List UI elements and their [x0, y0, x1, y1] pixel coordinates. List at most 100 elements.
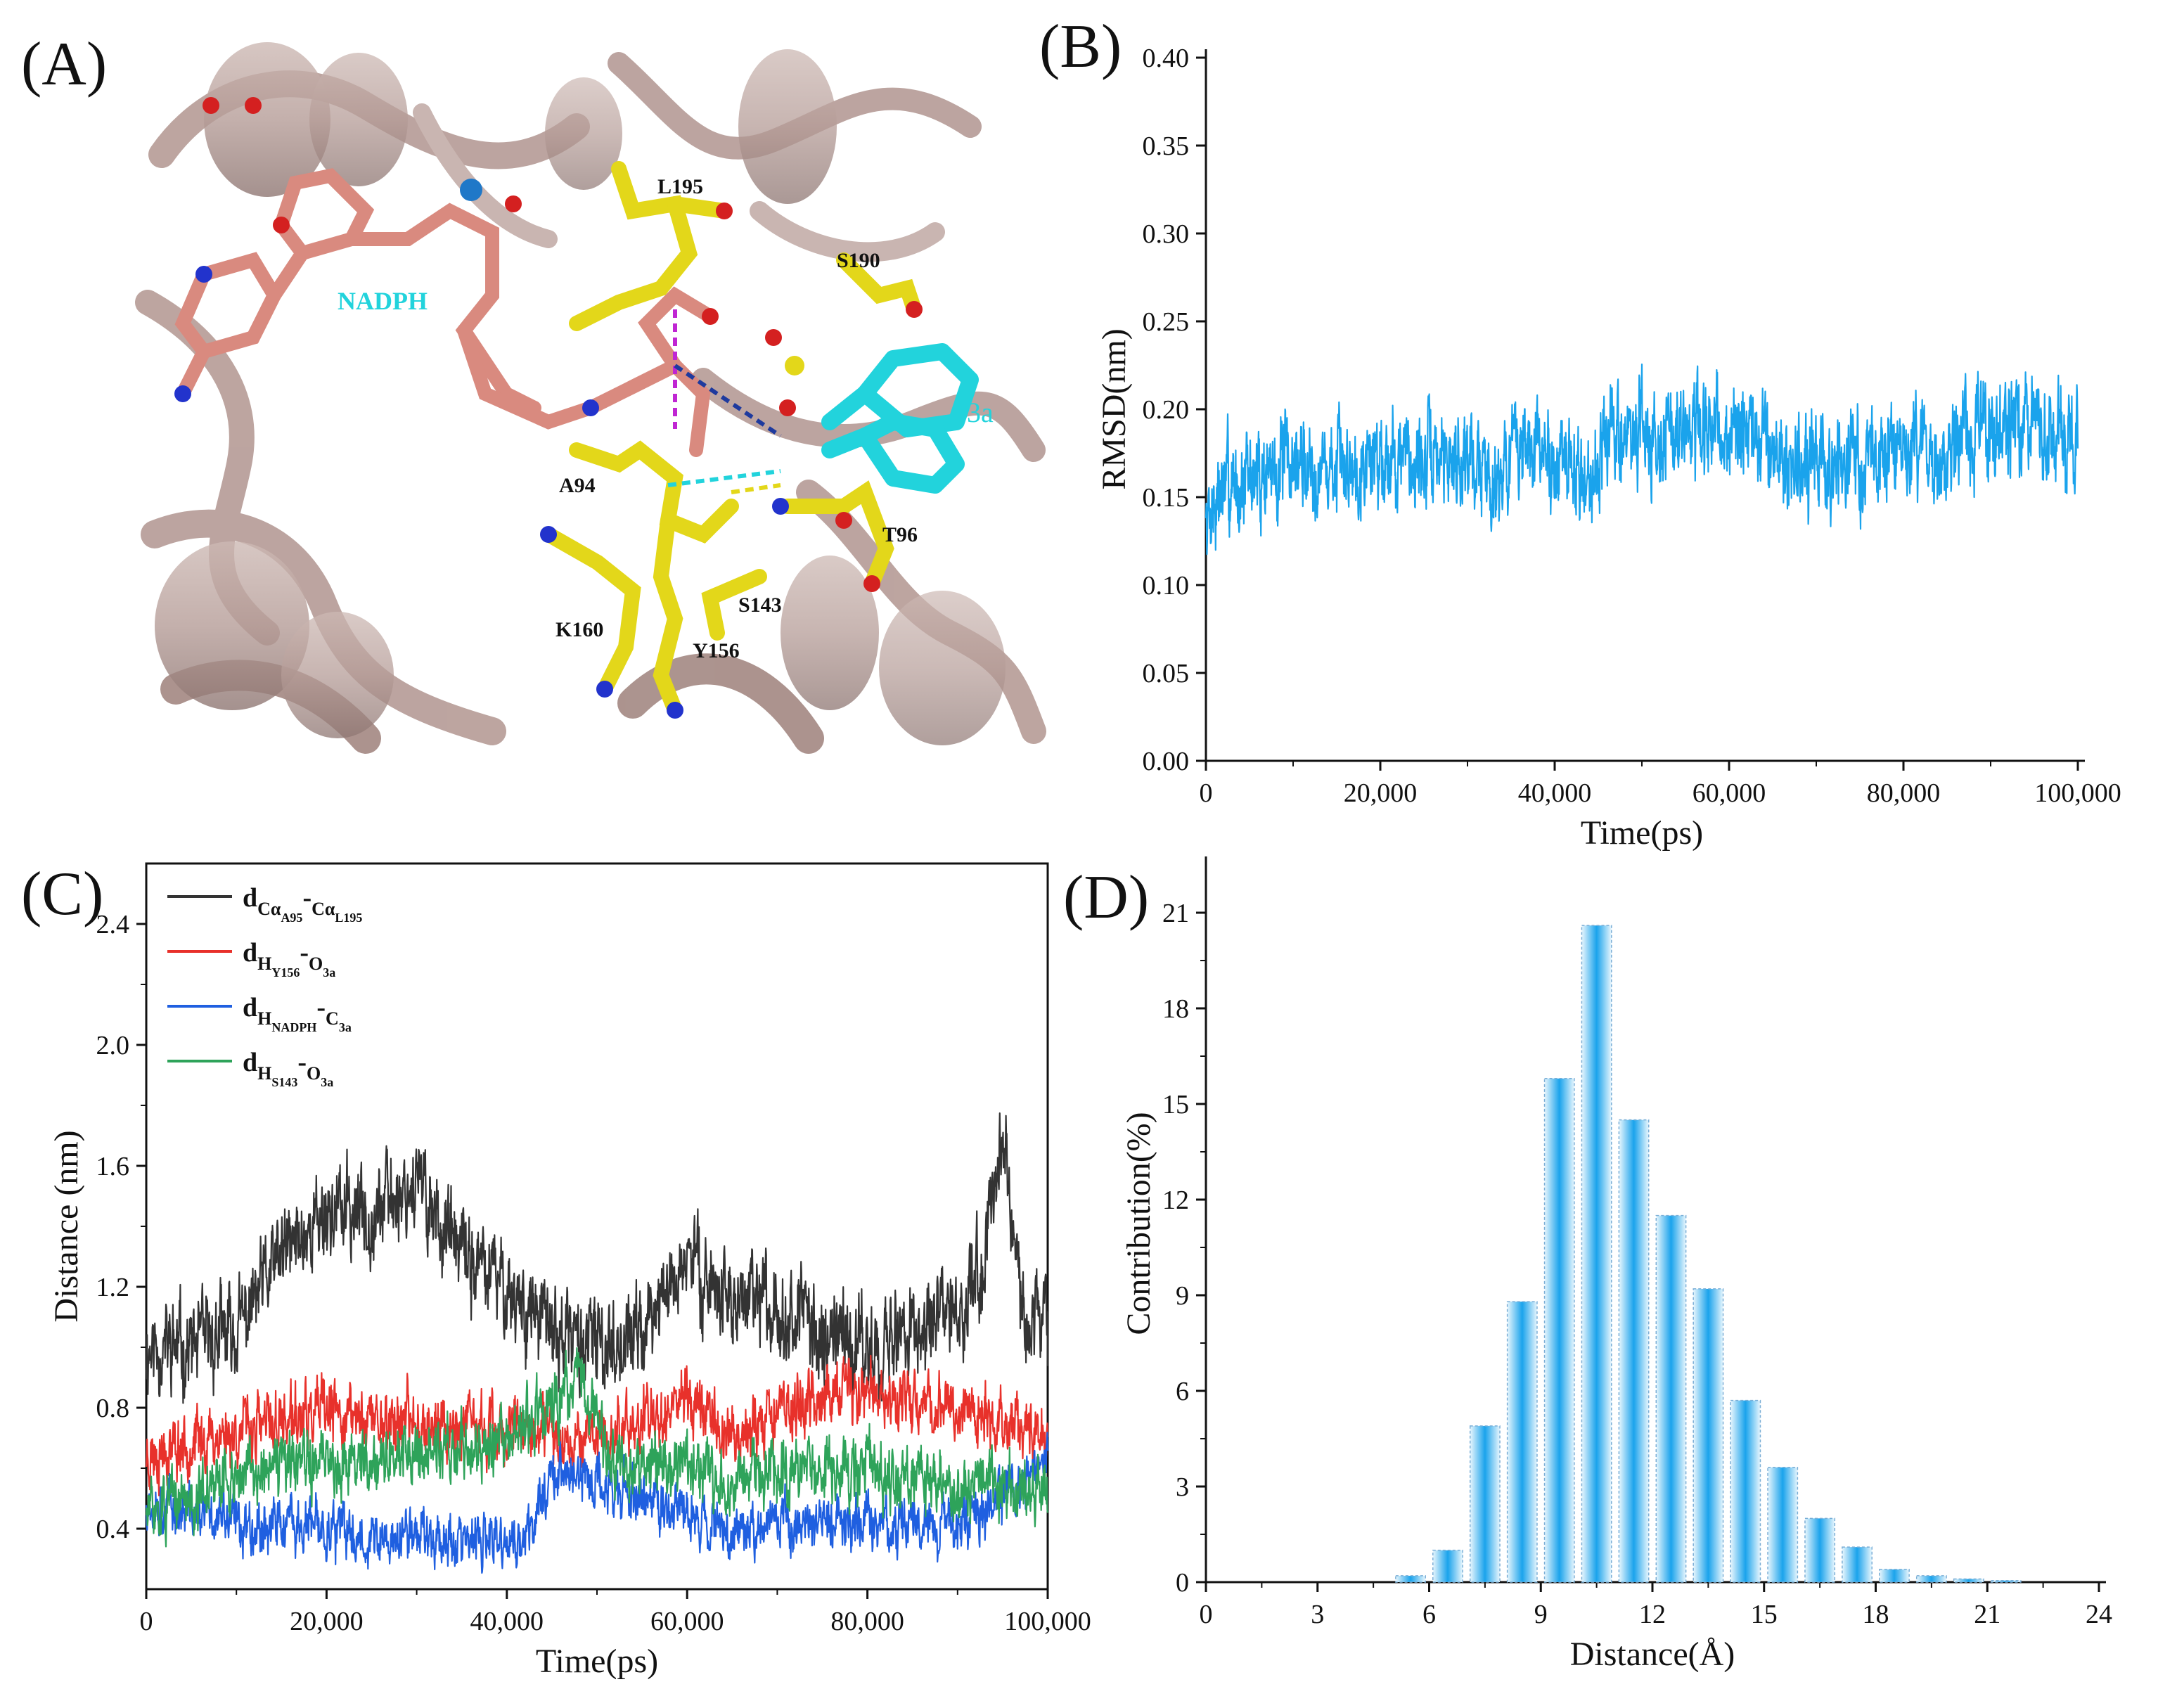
x-tick-label: 24 — [2086, 1600, 2112, 1629]
histogram-bar — [1990, 1579, 2022, 1583]
x-tick-label: 15 — [1751, 1600, 1778, 1629]
legend-label-part: Cα — [312, 899, 335, 919]
x-tick-label: 21 — [1974, 1600, 2000, 1629]
nadph-sticks — [174, 168, 717, 457]
residue-label-l195: L195 — [657, 175, 703, 198]
x-tick-label: 20,000 — [290, 1607, 364, 1636]
residue-label-s190: S190 — [837, 249, 880, 272]
x-axis-title: Time(ps) — [536, 1643, 658, 1680]
legend-label: dHNADPH-C3a — [243, 993, 352, 1034]
histogram-bar — [1395, 1575, 1426, 1583]
x-tick-label: 60,000 — [650, 1607, 724, 1636]
legend-label: dHS143-O3a — [243, 1048, 333, 1089]
legend-label-part: - — [302, 883, 312, 913]
nadph-atoms — [174, 97, 719, 416]
histogram-bar — [1469, 1425, 1501, 1583]
x-tick-label: 20,000 — [1344, 778, 1418, 808]
y-tick-label: 18 — [1162, 994, 1189, 1024]
legend-label-part: H — [257, 1008, 271, 1029]
y-tick-label: 0.30 — [1143, 219, 1190, 249]
residue-label-a94: A94 — [559, 474, 596, 497]
y-tick-label: 0.05 — [1143, 659, 1190, 688]
y-tick-label: 0 — [1176, 1568, 1189, 1598]
panel-a: (A) — [21, 30, 1046, 754]
legend-label-part: Cα — [257, 899, 281, 919]
panel-c: (C) 0 20,000 40,000 60,000 80,000 100,0000.40… — [21, 860, 1091, 1680]
x-tick-label: 3 — [1311, 1600, 1324, 1629]
interaction-lines — [667, 309, 782, 494]
y-tick-label: 6 — [1176, 1377, 1189, 1406]
histogram-bar — [1618, 1119, 1650, 1583]
x-tick-label: 12 — [1639, 1600, 1666, 1629]
x-tick-label: 100,000 — [1004, 1607, 1091, 1636]
legend-label-part: - — [316, 993, 326, 1022]
legend-entry: dCαA95-CαL195 — [167, 883, 362, 925]
legend-label-part: 3a — [323, 965, 335, 980]
rmsd-series-line — [1205, 363, 2079, 556]
panel-label-b: (B) — [1039, 13, 1122, 81]
legend-label-part: A95 — [281, 911, 302, 925]
legend-label-part: 3a — [321, 1075, 333, 1089]
legend-entry: dHY156-O3a — [167, 938, 335, 980]
histogram-bar — [1953, 1578, 1984, 1583]
residue-label-y156: Y156 — [693, 639, 740, 662]
legend-label-part: H — [257, 1063, 271, 1084]
panel-label-a: (A) — [21, 30, 107, 98]
y-tick-label: 0.00 — [1143, 747, 1190, 776]
histogram-bar — [1915, 1575, 1947, 1583]
x-tick-label: 0 — [1200, 1600, 1213, 1629]
x-tick-label: 60,000 — [1693, 778, 1766, 808]
distance-chart: 0 20,000 40,000 60,000 80,000 100,000 0.4 0.8 1.… — [48, 862, 1091, 1680]
histogram-bar — [1506, 1301, 1538, 1583]
legend-label-part: O — [309, 953, 323, 974]
x-tick-label: 40,000 — [470, 1607, 544, 1636]
residue-sticks — [541, 161, 922, 718]
y-axis-title: Contribution(%) — [1120, 1112, 1157, 1335]
y-tick-label: 12 — [1162, 1186, 1189, 1215]
y-axis-title: Distance (nm) — [48, 1130, 85, 1322]
y-tick-label: 0.8 — [96, 1394, 130, 1423]
helices — [155, 42, 1006, 745]
x-tick-label: 80,000 — [1867, 778, 1941, 808]
residue-label-s143: S143 — [738, 593, 782, 617]
y-tick-label: 0.15 — [1143, 483, 1190, 513]
x-tick-label: 6 — [1422, 1600, 1436, 1629]
histogram-bar — [1581, 925, 1612, 1583]
x-axis-title: Distance(Å) — [1570, 1636, 1735, 1673]
legend-label-part: S143 — [271, 1075, 297, 1089]
histogram-bar — [1655, 1214, 1687, 1583]
histogram-bar — [1767, 1467, 1799, 1583]
legend-label-part: NADPH — [271, 1020, 316, 1034]
nadph-label: NADPH — [338, 287, 428, 315]
legend-label-part: d — [243, 938, 257, 968]
legend-label-part: d — [243, 993, 257, 1022]
legend-label-part: Y156 — [271, 965, 300, 980]
x-tick-label: 0 — [1200, 778, 1213, 808]
distance-series-line — [145, 1347, 1049, 1548]
histogram-bar — [1879, 1569, 1910, 1583]
substrate-sticks — [821, 343, 979, 494]
histogram-bar — [1842, 1546, 1873, 1583]
x-tick-label: 80,000 — [830, 1607, 904, 1636]
histogram-bar — [1543, 1077, 1575, 1583]
legend-label-part: C — [326, 1008, 339, 1029]
legend-entry: dHS143-O3a — [167, 1048, 333, 1089]
histogram-bar — [1730, 1399, 1761, 1583]
panel-label-c: (C) — [21, 860, 103, 928]
y-tick-label: 0.25 — [1143, 307, 1190, 337]
legend-label-part: L195 — [335, 911, 362, 925]
y-tick-label: 3 — [1176, 1472, 1189, 1502]
legend-label: dCαA95-CαL195 — [243, 883, 362, 925]
y-tick-label: 1.2 — [96, 1273, 130, 1302]
legend-label-part: 3a — [339, 1020, 352, 1034]
y-tick-label: 9 — [1176, 1281, 1189, 1311]
substrate-atoms — [540, 203, 923, 719]
residue-label-k160: K160 — [555, 618, 603, 641]
histogram-bar — [1432, 1549, 1463, 1583]
legend-label-part: d — [243, 883, 257, 913]
contribution-chart: 0 3 6 9 12 15 18 21 24 0 3 6 9 12 15 18 21 Distance(Å) Con… — [1120, 856, 2112, 1673]
legend-label-part: - — [300, 938, 309, 968]
panel-label-d: (D) — [1063, 863, 1149, 932]
y-axis-title: RMSD(nm) — [1096, 328, 1133, 489]
